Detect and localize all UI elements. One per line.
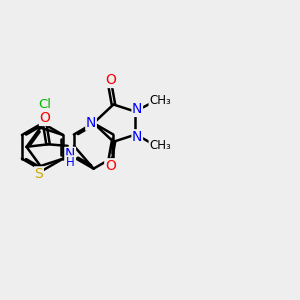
Text: N: N: [132, 130, 142, 144]
Text: O: O: [105, 159, 116, 173]
Text: CH₃: CH₃: [149, 94, 171, 107]
Text: CH₃: CH₃: [149, 139, 171, 152]
Text: O: O: [105, 74, 116, 87]
Text: S: S: [34, 167, 43, 181]
Text: O: O: [39, 111, 50, 125]
Text: N: N: [65, 147, 75, 161]
Text: Cl: Cl: [38, 98, 51, 111]
Text: H: H: [66, 156, 74, 169]
Text: N: N: [132, 102, 142, 116]
Text: N: N: [86, 116, 96, 130]
